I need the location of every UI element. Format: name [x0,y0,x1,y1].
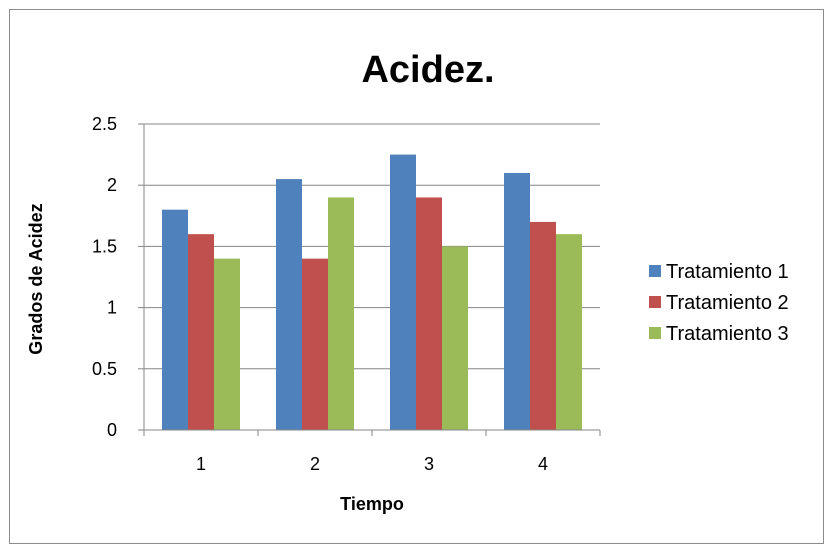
y-tick-label: 1.5 [92,236,117,256]
x-axis-ticks: 1 2 3 4 [143,430,601,474]
y-axis-ticks: 0 0.5 1 1.5 2 2.5 [92,114,145,440]
bar-tratamiento-3-tiempo-3 [442,246,468,430]
bar-tratamiento-1-tiempo-1 [162,209,188,430]
chart-title: Acidez. [361,49,494,91]
y-axis-label: Grados de Acidez [26,203,46,354]
bar-tratamiento-1-tiempo-2 [276,179,302,430]
y-tick-label: 2 [107,175,117,195]
y-tick-label: 0.5 [92,359,117,379]
x-tick-label: 1 [196,454,206,474]
legend-swatch [649,327,661,339]
bar-tratamiento-2-tiempo-1 [188,234,214,430]
x-tick-label: 4 [538,454,548,474]
legend-label: Tratamiento 3 [666,323,789,345]
bar-tratamiento-3-tiempo-1 [214,258,240,430]
bar-tratamiento-2-tiempo-4 [530,221,556,430]
legend: Tratamiento 1 Tratamiento 2 Tratamiento 3 [649,261,789,345]
legend-label: Tratamiento 1 [666,261,789,283]
x-tick-label: 3 [424,454,434,474]
bar-tratamiento-3-tiempo-2 [328,197,354,430]
y-tick-label: 1 [107,298,117,318]
legend-swatch [649,265,661,277]
x-axis-label: Tiempo [340,494,404,514]
bar-tratamiento-2-tiempo-3 [416,197,442,430]
legend-label: Tratamiento 2 [666,292,789,314]
bar-tratamiento-1-tiempo-4 [504,172,530,430]
bar-tratamiento-1-tiempo-3 [390,154,416,430]
y-tick-label: 0 [107,420,117,440]
legend-swatch [649,296,661,308]
bar-tratamiento-3-tiempo-4 [556,234,582,430]
y-tick-label: 2.5 [92,114,117,134]
x-tick-label: 2 [310,454,320,474]
bars [162,154,582,430]
bar-tratamiento-2-tiempo-2 [302,258,328,430]
